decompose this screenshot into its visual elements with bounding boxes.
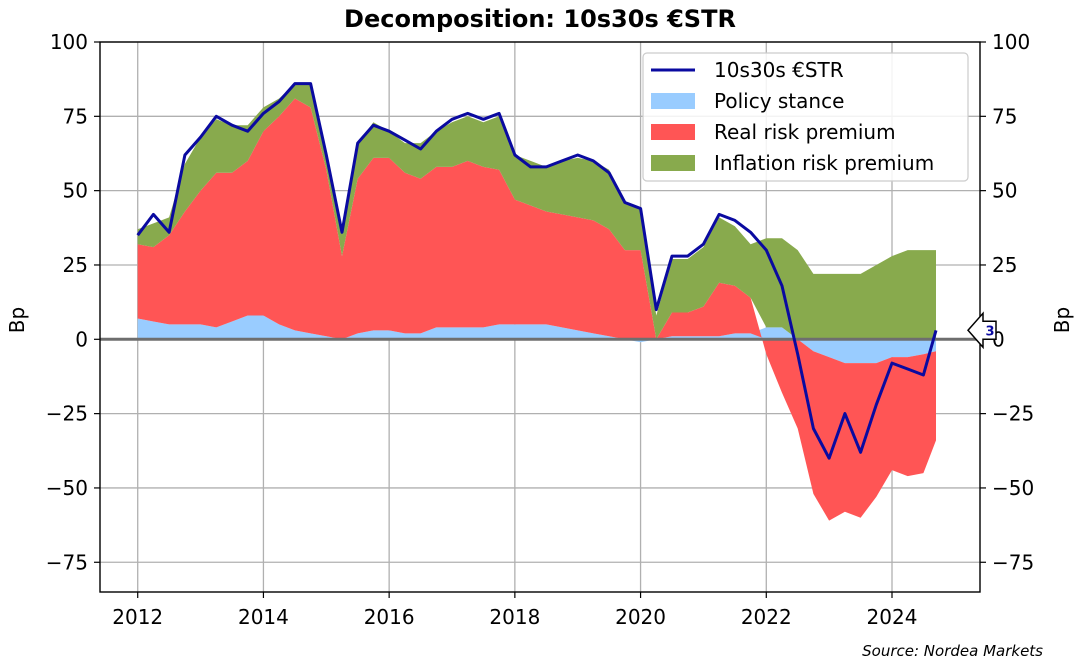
last-value-label: 3 [985, 324, 994, 339]
y-tick-label-right: 75 [992, 104, 1017, 128]
y-tick-label-right: −75 [992, 550, 1034, 574]
y-axis-label-left: Bp [5, 307, 29, 333]
area-inflation-risk-premium [137, 83, 936, 340]
line-layer [136, 82, 938, 460]
area-real-risk-premium [137, 98, 936, 521]
legend-label: Real risk premium [714, 120, 896, 144]
y-tick-label-right: 100 [992, 30, 1030, 54]
y-tick-label-left: 100 [50, 30, 88, 54]
x-tick-label: 2022 [741, 605, 792, 629]
y-tick-label-left: −50 [46, 476, 88, 500]
x-tick-label: 2014 [238, 605, 289, 629]
source-note: Source: Nordea Markets [862, 642, 1043, 660]
y-tick-label-left: −75 [46, 550, 88, 574]
legend-label: Inflation risk premium [714, 151, 934, 175]
y-tick-label-left: 50 [63, 179, 88, 203]
y-tick-label-left: −25 [46, 402, 88, 426]
y-tick-label-left: 0 [75, 327, 88, 351]
y-tick-label-right: 25 [992, 253, 1017, 277]
y-tick-label-right: −50 [992, 476, 1034, 500]
legend-swatch [651, 124, 695, 140]
legend-swatch [651, 155, 695, 171]
y-tick-label-left: 25 [63, 253, 88, 277]
legend-box [642, 52, 969, 182]
y-axis-label-right: Bp [1050, 307, 1074, 333]
x-tick-label: 2012 [112, 605, 163, 629]
x-tick-label: 2024 [867, 605, 918, 629]
x-tick-label: 2016 [364, 605, 415, 629]
y-tick-label-left: 75 [63, 104, 88, 128]
legend-label: 10s30s €STR [714, 58, 844, 82]
legend: 10s30s €STR Policy stance Real risk premiu… [642, 52, 969, 182]
legend-label: Policy stance [714, 89, 844, 113]
x-tick-label: 2018 [489, 605, 540, 629]
legend-swatch [651, 93, 695, 109]
last-value-marker: 3 [966, 311, 997, 350]
chart-title: Decomposition: 10s30s €STR [344, 5, 736, 33]
line-10s30s-estr [136, 82, 938, 460]
last-value-arrow [966, 311, 997, 350]
x-tick-label: 2020 [615, 605, 666, 629]
y-tick-label-right: 50 [992, 179, 1017, 203]
y-tick-label-right: −25 [992, 402, 1034, 426]
